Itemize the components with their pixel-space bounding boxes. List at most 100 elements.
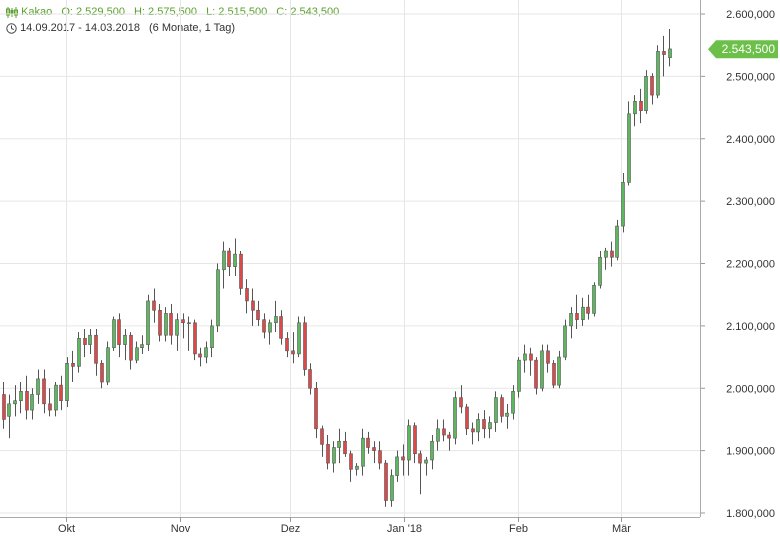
candle-body <box>36 378 40 395</box>
low-value: L: 2.515,500 <box>206 6 268 18</box>
candle-body <box>71 362 75 367</box>
candle-body <box>181 319 185 324</box>
candle <box>372 441 376 464</box>
candle <box>361 428 365 476</box>
candle <box>598 251 602 289</box>
candle <box>471 422 475 445</box>
candle <box>112 316 116 351</box>
candle <box>279 310 283 345</box>
candle <box>529 347 533 376</box>
candle <box>135 341 139 364</box>
candle-body <box>129 334 133 361</box>
candle <box>337 428 341 464</box>
candle <box>216 263 220 333</box>
candle-body <box>169 313 173 336</box>
candle-body <box>326 444 330 464</box>
candle <box>575 294 579 329</box>
candle-body <box>511 391 515 414</box>
candle <box>656 45 660 99</box>
candle-body <box>30 394 34 411</box>
candle <box>314 382 318 439</box>
candle-body <box>668 48 672 58</box>
candle <box>326 435 330 470</box>
candle-body <box>268 322 272 333</box>
candle <box>442 419 446 442</box>
candle <box>100 360 104 389</box>
candle-body <box>627 113 631 183</box>
candle-body <box>112 319 116 349</box>
candle-body <box>418 453 422 464</box>
candle-body <box>656 51 660 96</box>
period-label: (6 Monate, 1 Tag) <box>149 22 236 34</box>
candle-body <box>77 338 81 367</box>
candle <box>2 382 6 429</box>
candle <box>615 219 619 261</box>
candle-body <box>447 434 451 439</box>
candle-body <box>83 338 87 345</box>
candle-body <box>500 397 504 417</box>
candle-body <box>245 288 249 302</box>
candle <box>430 435 434 470</box>
candle-body <box>13 400 17 405</box>
candle <box>517 357 521 398</box>
candle <box>644 70 648 114</box>
candle-body <box>482 419 486 430</box>
candle-body <box>586 306 590 314</box>
candle-body <box>424 459 428 464</box>
candle-body <box>274 316 278 324</box>
candle-body <box>251 300 255 311</box>
candle <box>7 394 11 439</box>
candle-body <box>2 394 6 420</box>
candle-body <box>575 313 579 320</box>
candle <box>604 247 608 270</box>
candle <box>413 422 417 464</box>
candle-body <box>430 440 434 461</box>
candle <box>117 313 121 358</box>
y-tick-label: 2.000,000 <box>726 383 775 395</box>
candle <box>19 382 23 414</box>
candle <box>285 332 289 358</box>
candle <box>610 241 614 267</box>
candle-body <box>216 269 220 327</box>
candle <box>407 419 411 476</box>
candle-body <box>204 347 208 358</box>
candle-body <box>303 322 307 370</box>
candlestick-icon <box>6 6 18 18</box>
candle-body <box>453 397 457 439</box>
candle-body <box>343 440 347 455</box>
candle-body <box>314 387 318 430</box>
candle-body <box>505 412 509 417</box>
candle <box>320 425 324 457</box>
candle-body <box>552 362 556 386</box>
x-tick-label: Mär <box>612 523 631 535</box>
candle-body <box>610 250 614 258</box>
candle-body <box>395 456 399 476</box>
candle <box>175 313 179 351</box>
candle <box>94 328 98 376</box>
candle <box>42 369 46 414</box>
x-axis: Okt Nov Dez Jan '18 Feb Mär <box>0 517 700 535</box>
candle <box>563 319 567 361</box>
candle <box>239 251 243 295</box>
candle <box>245 279 249 314</box>
candle-body <box>459 397 463 408</box>
chart-grid <box>0 0 700 517</box>
candle-body <box>407 425 411 461</box>
candle-body <box>598 256 602 286</box>
candle <box>332 441 336 473</box>
candle-body <box>117 319 121 345</box>
candle <box>349 450 353 482</box>
candle <box>384 459 388 507</box>
candle-body <box>25 391 29 411</box>
candle-body <box>540 350 544 389</box>
candle <box>436 419 440 451</box>
candle-body <box>633 101 637 115</box>
candle-body <box>210 325 214 349</box>
candle <box>54 382 58 417</box>
y-tick-label: 2.400,000 <box>726 134 775 146</box>
candle <box>146 294 150 351</box>
candle-body <box>152 300 156 311</box>
candle-body <box>279 316 283 339</box>
candle-body <box>529 353 533 361</box>
